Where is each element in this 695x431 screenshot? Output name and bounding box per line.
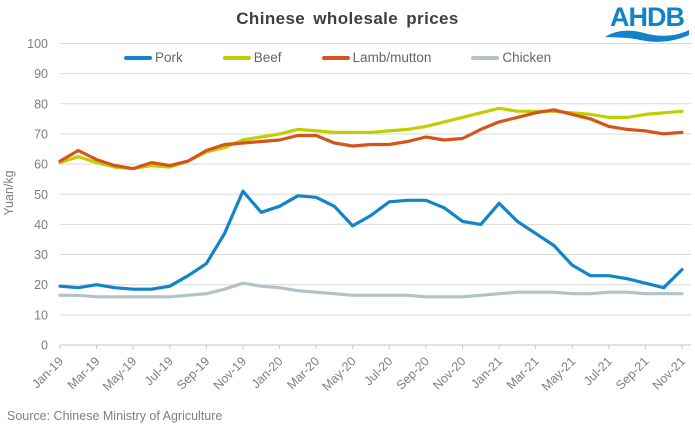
legend-label-lamb: Lamb/mutton <box>352 50 432 65</box>
svg-text:40: 40 <box>34 218 48 232</box>
svg-text:Jul-21: Jul-21 <box>581 354 615 388</box>
series-line-chicken <box>58 281 684 299</box>
svg-text:100: 100 <box>27 37 48 51</box>
svg-text:Nov-19: Nov-19 <box>211 354 249 392</box>
legend-item-beef: Beef <box>222 50 282 65</box>
x-axis <box>59 344 691 349</box>
svg-text:Jan-19: Jan-19 <box>29 354 66 391</box>
series-line-pork <box>58 189 684 291</box>
svg-text:10: 10 <box>34 308 48 322</box>
pork-line-swatch-icon <box>124 55 152 60</box>
chart-title: Chinese wholesale prices <box>236 9 459 28</box>
svg-text:May-20: May-20 <box>319 354 358 393</box>
svg-text:Jan-21: Jan-21 <box>468 354 505 391</box>
svg-text:Sep-21: Sep-21 <box>613 354 651 392</box>
svg-text:50: 50 <box>34 188 48 202</box>
svg-text:Mar-21: Mar-21 <box>504 354 542 392</box>
svg-text:Jul-20: Jul-20 <box>361 354 395 388</box>
legend-item-chicken: Chicken <box>471 50 551 65</box>
svg-text:Nov-21: Nov-21 <box>650 354 688 392</box>
svg-text:Mar-19: Mar-19 <box>65 354 103 392</box>
svg-text:20: 20 <box>34 278 48 292</box>
svg-text:May-19: May-19 <box>100 354 139 393</box>
svg-text:Nov-20: Nov-20 <box>430 354 468 392</box>
svg-text:Sep-19: Sep-19 <box>174 354 212 392</box>
chart-legend: Pork Beef Lamb/mutton Chicken <box>124 50 551 65</box>
legend-label-pork: Pork <box>155 50 183 65</box>
svg-text:Jan-20: Jan-20 <box>249 354 286 391</box>
y-axis-tick-labels: 0 10 20 30 40 50 60 70 80 90 100 <box>27 37 48 353</box>
lamb-line-swatch-icon <box>321 55 350 60</box>
svg-text:90: 90 <box>34 67 48 81</box>
svg-text:Mar-20: Mar-20 <box>284 354 322 392</box>
svg-text:May-21: May-21 <box>539 354 578 393</box>
series-line-beef <box>58 106 684 171</box>
source-note: Source: Chinese Ministry of Agriculture <box>7 409 223 423</box>
svg-text:Jul-19: Jul-19 <box>142 354 176 388</box>
gridlines <box>60 43 691 316</box>
svg-text:60: 60 <box>34 158 48 172</box>
svg-text:70: 70 <box>34 127 48 141</box>
svg-text:0: 0 <box>41 339 48 353</box>
chicken-line-swatch-icon <box>471 55 500 60</box>
series-line-lamb-mutton <box>58 108 684 171</box>
legend-label-beef: Beef <box>253 50 282 65</box>
beef-line-swatch-icon <box>222 55 251 60</box>
ahdb-logo-text: AHDB <box>610 2 685 32</box>
legend-label-chicken: Chicken <box>502 50 552 65</box>
ahdb-logo-wave-icon <box>605 30 689 42</box>
svg-text:80: 80 <box>34 97 48 111</box>
svg-text:Sep-20: Sep-20 <box>394 354 432 392</box>
legend-item-pork: Pork <box>124 50 183 65</box>
ahdb-logo: AHDB <box>604 4 690 48</box>
legend-item-lamb: Lamb/mutton <box>321 50 432 65</box>
svg-text:30: 30 <box>34 248 48 262</box>
